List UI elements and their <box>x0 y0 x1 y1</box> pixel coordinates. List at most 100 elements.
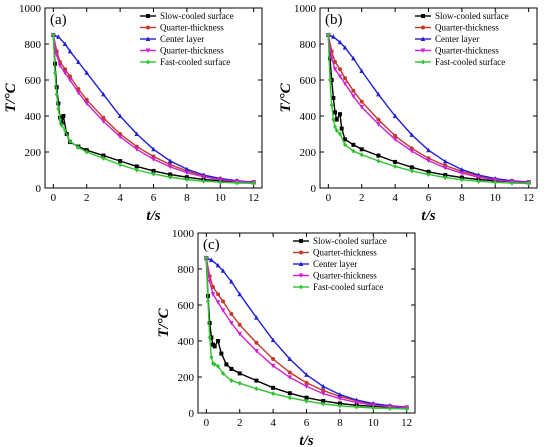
legend-swatch-point <box>298 273 304 278</box>
series-slow-cooled-surface-0-point <box>224 362 229 367</box>
series-center-layer-2-point <box>237 291 243 297</box>
x-tick-label: 10 <box>215 192 227 204</box>
x-tick-label: 8 <box>184 192 190 204</box>
legend-swatch-point <box>299 250 303 255</box>
series-quarter-thickness-1-point <box>338 67 343 72</box>
legend-entry-label: Quarter-thickness <box>313 248 377 258</box>
series-quarter-thickness-3-point <box>359 105 365 110</box>
series-fast-cooled-surface-4-point <box>134 167 139 173</box>
y-axis-label: T/°C <box>3 82 19 112</box>
x-axis-label: t/s <box>146 208 160 224</box>
series-fast-cooled-surface-4-point <box>287 395 292 401</box>
series-slow-cooled-surface-0-point <box>304 395 309 400</box>
series-center-layer-2-point <box>151 146 156 152</box>
series-fast-cooled-surface-4-point <box>168 174 173 180</box>
x-tick-label: 2 <box>84 192 90 204</box>
x-axis-label: t/s <box>299 433 313 447</box>
y-tick-label: 400 <box>300 111 317 123</box>
y-tick-label: 600 <box>178 300 195 312</box>
series-fast-cooled-surface-4-point <box>328 77 333 83</box>
series-quarter-thickness-1-point <box>237 322 242 327</box>
series-slow-cooled-surface-0-point <box>216 339 221 343</box>
series-fast-cooled-surface-4-point <box>101 155 106 161</box>
legend-swatch-point <box>421 14 425 18</box>
series-center-layer-2-point <box>62 41 68 46</box>
legend-swatch-point <box>421 59 425 65</box>
series-fast-cooled-surface-4-point <box>254 386 259 392</box>
x-tick-label: 12 <box>401 417 412 429</box>
series-center-layer-2-point <box>459 167 465 172</box>
panel-a: 0 200 400 600 800 1000 0 2 4 6 8 10 12 t/s T/°C (a) Slow… <box>3 3 263 224</box>
series-center-layer-2-point <box>331 34 336 39</box>
series-fast-cooled-surface-4-point <box>118 162 123 168</box>
series-center-layer-2-point <box>442 158 448 164</box>
x-tick-label: 12 <box>248 192 259 204</box>
series-quarter-thickness-3 <box>204 256 409 411</box>
series-center-layer-2-point <box>76 59 81 64</box>
y-axis-label: T/°C <box>156 307 172 337</box>
series-quarter-thickness-1-point <box>84 97 89 102</box>
series-slow-cooled-surface-0 <box>204 256 409 410</box>
x-tick-label: 4 <box>270 417 276 429</box>
series-slow-cooled-surface-0-point <box>237 371 242 376</box>
series-quarter-thickness-3-point <box>237 331 243 337</box>
series-fast-cooled-surface-4-point <box>53 70 58 76</box>
series-quarter-thickness-3-point <box>351 94 356 99</box>
legend-swatch-point <box>421 25 425 30</box>
series-fast-cooled-surface-4-point <box>237 380 242 386</box>
series-quarter-thickness-1-point <box>101 115 106 120</box>
series-slow-cooled-surface-0-point <box>321 398 326 403</box>
series-quarter-thickness-3-point <box>184 170 190 176</box>
series-center-layer-2-point <box>254 315 259 320</box>
legend-entry-label: Quarter-thickness <box>160 46 224 56</box>
series-center-layer-2-line <box>206 257 407 408</box>
legend-swatch-point <box>298 261 304 266</box>
series-quarter-thickness-1-point <box>376 117 381 122</box>
series-quarter-thickness-1-point <box>351 88 356 93</box>
y-tick-label: 200 <box>300 147 317 159</box>
series-center-layer-2-point <box>209 257 214 262</box>
panel-label: (b) <box>325 12 343 28</box>
series-fast-cooled-surface-4-point <box>493 179 498 185</box>
series-fast-cooled-surface-4-point <box>59 122 64 128</box>
series-fast-cooled-surface-4-point <box>207 334 212 340</box>
series-center-layer-2-point <box>287 356 293 361</box>
series-quarter-thickness-3-point <box>84 101 90 106</box>
series-quarter-thickness-3-point <box>151 157 156 162</box>
series-fast-cooled-surface-4-point <box>221 370 226 376</box>
series-fast-cooled-surface-4-point <box>343 142 348 148</box>
y-tick-label: 600 <box>25 75 42 87</box>
legend-swatch-point <box>145 36 151 41</box>
series-fast-cooled-surface-4-point <box>331 117 336 123</box>
series-fast-cooled-surface-4-point <box>509 180 514 186</box>
series-fast-cooled-surface-4-point <box>337 403 342 409</box>
series-slow-cooled-surface-0-point <box>118 159 123 163</box>
series-center-layer-2-point <box>342 45 348 50</box>
series-slow-cooled-surface-0-point <box>393 159 398 164</box>
y-axis-label: T/°C <box>278 82 294 112</box>
series-center-layer-2-point <box>101 91 106 97</box>
series-fast-cooled-surface-4-point <box>51 32 56 38</box>
legend-entry-label: Quarter-thickness <box>313 271 377 281</box>
series-center-layer-2-point <box>426 147 431 153</box>
legend-swatch-point <box>420 36 426 41</box>
y-tick-label: 600 <box>300 75 317 87</box>
series-center-layer-2-point <box>320 383 326 389</box>
y-tick-label: 200 <box>178 372 195 384</box>
series-quarter-thickness-3-point <box>76 90 81 96</box>
series-quarter-thickness-1-point <box>393 133 398 138</box>
series-fast-cooled-surface-4-point <box>443 175 448 181</box>
legend-swatch-point <box>146 25 150 30</box>
x-tick-label: 6 <box>304 417 310 429</box>
series-fast-cooled-surface-4-point <box>58 117 63 123</box>
legend-swatch-point <box>420 48 426 53</box>
y-tick-label: 1000 <box>19 3 42 15</box>
series-slow-cooled-surface-0-point <box>443 173 448 178</box>
legend-swatch-point <box>299 239 303 243</box>
series-quarter-thickness-3-point <box>101 119 106 124</box>
series-quarter-thickness-1-point <box>304 380 309 385</box>
series-center-layer-2-point <box>229 279 234 284</box>
legend-entry-label: Fast-cooled surface <box>160 57 230 67</box>
series-fast-cooled-surface-4-point <box>56 106 61 112</box>
legend-swatch-point <box>145 48 151 53</box>
